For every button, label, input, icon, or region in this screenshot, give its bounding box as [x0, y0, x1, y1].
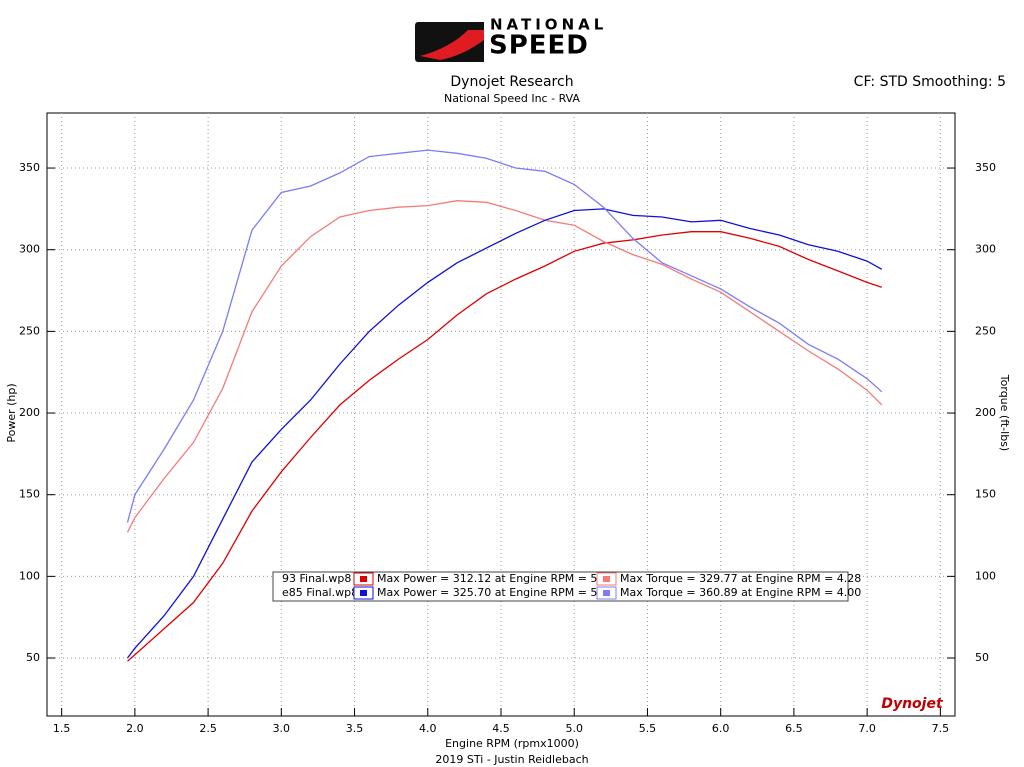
logo-line1: NATIONAL — [490, 16, 607, 34]
x-tick-label: 6.0 — [712, 722, 730, 735]
legend-swatch-fill — [360, 576, 367, 582]
watermark: Dynojet — [881, 696, 944, 712]
x-tick-label: 2.5 — [199, 722, 217, 735]
series-line — [126, 208, 883, 659]
chart-title: Dynojet Research — [450, 74, 573, 90]
legend: 93 Final.wp8 Max Power = 312.12 at Engine… — [272, 571, 861, 602]
y2-tick-label: 100 — [975, 569, 996, 582]
footer: 2019 STi - Justin Reidlebach — [435, 753, 588, 766]
legend-swatch-fill — [603, 590, 610, 596]
y2-tick-label: 50 — [975, 651, 989, 664]
logo-line2: SPEED — [489, 31, 589, 61]
x-tick-label: 7.5 — [932, 722, 950, 735]
y2-axis-label: Torque (ft-lbs) — [998, 374, 1011, 451]
series-line — [126, 149, 883, 523]
legend-run: 93 Final.wp8 — [282, 572, 351, 585]
legend-swatch-fill — [603, 576, 610, 582]
x-axis-label: Engine RPM (rpmx1000) — [445, 737, 579, 750]
y-tick-label: 150 — [19, 488, 40, 501]
x-tick-label: 4.5 — [492, 722, 510, 735]
y-tick-label: 350 — [19, 161, 40, 174]
series-line — [126, 200, 883, 533]
legend-entry: Max Power = 312.12 at Engine RPM = 5.81 — [377, 572, 615, 585]
x-tick-label: 5.5 — [639, 722, 657, 735]
x-tick-label: 2.0 — [126, 722, 144, 735]
x-tick-label: 7.0 — [858, 722, 876, 735]
legend-run: e85 Final.wp8 — [282, 586, 358, 599]
logo: NATIONAL SPEED — [415, 16, 607, 62]
y2-tick-label: 200 — [975, 406, 996, 419]
legend-swatch-fill — [360, 590, 367, 596]
x-tick-label: 4.0 — [419, 722, 437, 735]
legend-entry: Max Power = 325.70 at Engine RPM = 5.16 — [377, 586, 615, 599]
y-tick-label: 250 — [19, 324, 40, 337]
y2-tick-label: 250 — [975, 324, 996, 337]
y-axis-label: Power (hp) — [5, 383, 18, 442]
series-line — [127, 231, 883, 662]
y-tick-label: 100 — [19, 569, 40, 582]
x-tick-label: 6.5 — [785, 722, 803, 735]
y2-tick-label: 150 — [975, 488, 996, 501]
y-tick-label: 50 — [26, 651, 40, 664]
lines — [126, 149, 883, 662]
y-tick-label: 200 — [19, 406, 40, 419]
y-tick-label: 300 — [19, 243, 40, 256]
y2-tick-label: 300 — [975, 243, 996, 256]
corner-note: CF: STD Smoothing: 5 — [854, 74, 1006, 90]
chart-subtitle: National Speed Inc - RVA — [444, 92, 580, 105]
x-tick-label: 5.0 — [565, 722, 583, 735]
grid: 1.5 2.0 2.5 3.0 3.5 4.0 4.5 5.0 5.5 6.0 6.5 7.0 7.5 5… — [19, 113, 996, 735]
y2-tick-label: 350 — [975, 161, 996, 174]
x-tick-label: 1.5 — [53, 722, 71, 735]
x-tick-label: 3.0 — [273, 722, 291, 735]
legend-entry: Max Torque = 360.89 at Engine RPM = 4.00 — [620, 586, 861, 599]
logo-stripe — [420, 30, 484, 60]
legend-entry: Max Torque = 329.77 at Engine RPM = 4.28 — [620, 572, 861, 585]
x-tick-label: 3.5 — [346, 722, 364, 735]
